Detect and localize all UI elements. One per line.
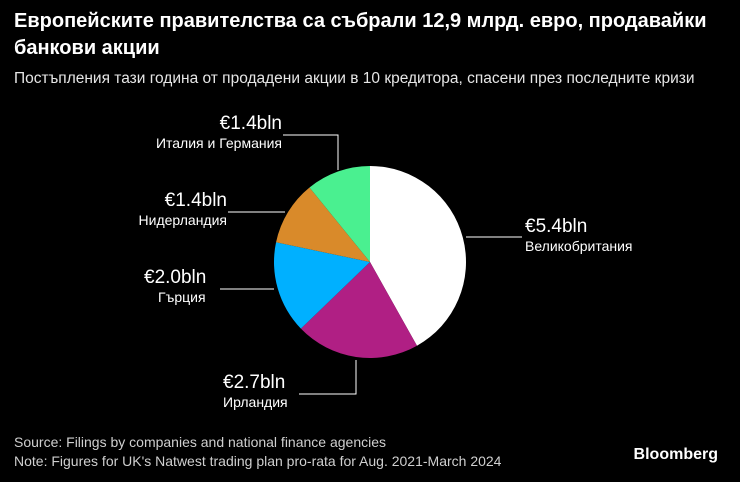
pie-slice-4 xyxy=(309,166,370,262)
category-label: Гърция xyxy=(158,289,206,305)
pie-slice-3 xyxy=(276,187,370,262)
leader-line-ireland xyxy=(299,360,357,395)
chart-title: Европейските правителства са събрали 12,… xyxy=(14,10,707,59)
label-greece: €2.0bln Гърция xyxy=(144,267,206,305)
label-italy-germany: €1.4bln Италия и Германия xyxy=(130,113,282,151)
label-uk: €5.4bln Великобритания xyxy=(525,216,633,254)
value-label: €2.7bln xyxy=(223,372,286,393)
label-netherlands: €1.4bln Нидерландия xyxy=(117,190,227,228)
value-label: €5.4bln xyxy=(525,216,588,237)
category-label: Италия и Германия xyxy=(155,135,282,151)
bloomberg-logo: Bloomberg xyxy=(633,446,718,463)
pie-slice-1 xyxy=(300,262,417,358)
value-label: €1.4bln xyxy=(219,113,282,134)
footnote: Note: Figures for UK's Natwest trading p… xyxy=(14,453,502,469)
value-label: €1.4bln xyxy=(164,190,227,211)
pie-slice-2 xyxy=(273,242,370,329)
pie-slice-0 xyxy=(370,166,466,346)
leader-line-italy-germany xyxy=(283,134,339,170)
value-label: €2.0bln xyxy=(144,267,207,288)
label-ireland: €2.7bln Ирландия xyxy=(223,372,288,410)
source-note: Source: Filings by companies and nationa… xyxy=(14,434,387,450)
category-label: Нидерландия xyxy=(138,212,227,228)
category-label: Ирландия xyxy=(223,394,288,410)
category-label: Великобритания xyxy=(525,238,633,254)
chart-subtitle: Постъпления тази година от продадени акц… xyxy=(14,70,695,87)
